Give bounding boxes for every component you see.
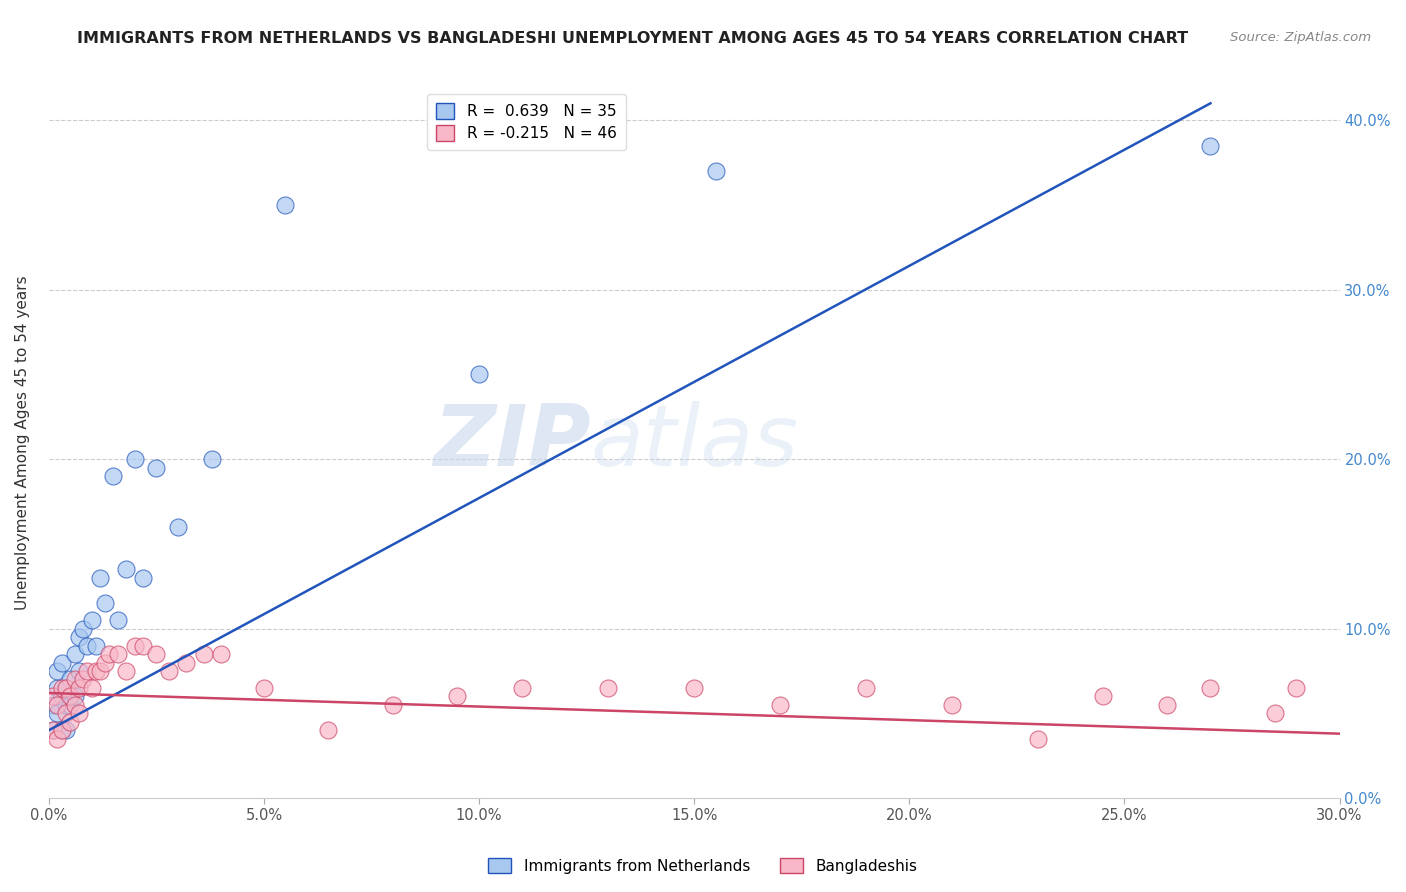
Point xyxy=(176,656,198,670)
Point xyxy=(132,639,155,653)
Point xyxy=(51,723,73,738)
Point xyxy=(683,681,706,695)
Point xyxy=(274,198,297,212)
Point xyxy=(209,647,232,661)
Point xyxy=(318,723,340,738)
Point xyxy=(59,690,82,704)
Point xyxy=(704,164,727,178)
Point xyxy=(132,571,155,585)
Point xyxy=(46,664,69,678)
Point xyxy=(46,698,69,712)
Point xyxy=(55,698,77,712)
Point xyxy=(1028,731,1050,746)
Point xyxy=(107,613,129,627)
Point xyxy=(1199,138,1222,153)
Text: IMMIGRANTS FROM NETHERLANDS VS BANGLADESHI UNEMPLOYMENT AMONG AGES 45 TO 54 YEAR: IMMIGRANTS FROM NETHERLANDS VS BANGLADES… xyxy=(77,31,1188,46)
Legend: R =  0.639   N = 35, R = -0.215   N = 46: R = 0.639 N = 35, R = -0.215 N = 46 xyxy=(427,94,626,151)
Point xyxy=(46,706,69,721)
Point xyxy=(63,698,86,712)
Point xyxy=(769,698,792,712)
Point xyxy=(107,647,129,661)
Point xyxy=(63,673,86,687)
Point xyxy=(98,647,121,661)
Point xyxy=(446,690,468,704)
Point xyxy=(76,639,98,653)
Point xyxy=(1199,681,1222,695)
Point xyxy=(51,681,73,695)
Point xyxy=(157,664,180,678)
Point xyxy=(855,681,877,695)
Point xyxy=(80,681,103,695)
Point xyxy=(72,673,94,687)
Point xyxy=(67,664,90,678)
Text: atlas: atlas xyxy=(591,401,799,483)
Point xyxy=(124,452,146,467)
Point xyxy=(51,690,73,704)
Point xyxy=(59,673,82,687)
Point xyxy=(193,647,215,661)
Point xyxy=(72,622,94,636)
Point xyxy=(124,639,146,653)
Point xyxy=(93,656,115,670)
Legend: Immigrants from Netherlands, Bangladeshis: Immigrants from Netherlands, Bangladeshi… xyxy=(482,852,924,880)
Point xyxy=(55,681,77,695)
Point xyxy=(67,630,90,644)
Point xyxy=(51,656,73,670)
Point xyxy=(51,723,73,738)
Point xyxy=(76,664,98,678)
Point xyxy=(55,706,77,721)
Point xyxy=(253,681,276,695)
Point xyxy=(596,681,619,695)
Point xyxy=(510,681,533,695)
Point xyxy=(42,690,65,704)
Point xyxy=(67,706,90,721)
Point xyxy=(93,596,115,610)
Point xyxy=(941,698,963,712)
Point xyxy=(63,647,86,661)
Point xyxy=(42,698,65,712)
Point xyxy=(1264,706,1286,721)
Point xyxy=(63,690,86,704)
Point xyxy=(67,681,90,695)
Point xyxy=(1091,690,1114,704)
Point xyxy=(115,664,138,678)
Point xyxy=(1156,698,1178,712)
Point xyxy=(1285,681,1308,695)
Y-axis label: Unemployment Among Ages 45 to 54 years: Unemployment Among Ages 45 to 54 years xyxy=(15,275,30,609)
Point xyxy=(89,664,111,678)
Point xyxy=(201,452,224,467)
Point xyxy=(166,520,188,534)
Point xyxy=(46,731,69,746)
Point xyxy=(381,698,404,712)
Point xyxy=(468,368,491,382)
Point xyxy=(55,681,77,695)
Point xyxy=(42,723,65,738)
Point xyxy=(59,698,82,712)
Point xyxy=(84,639,107,653)
Text: Source: ZipAtlas.com: Source: ZipAtlas.com xyxy=(1230,31,1371,45)
Point xyxy=(145,460,167,475)
Point xyxy=(115,562,138,576)
Point xyxy=(80,613,103,627)
Point xyxy=(42,723,65,738)
Point xyxy=(145,647,167,661)
Point xyxy=(46,681,69,695)
Point xyxy=(103,469,125,483)
Point xyxy=(55,723,77,738)
Point xyxy=(59,714,82,729)
Point xyxy=(84,664,107,678)
Text: ZIP: ZIP xyxy=(433,401,591,483)
Point xyxy=(89,571,111,585)
